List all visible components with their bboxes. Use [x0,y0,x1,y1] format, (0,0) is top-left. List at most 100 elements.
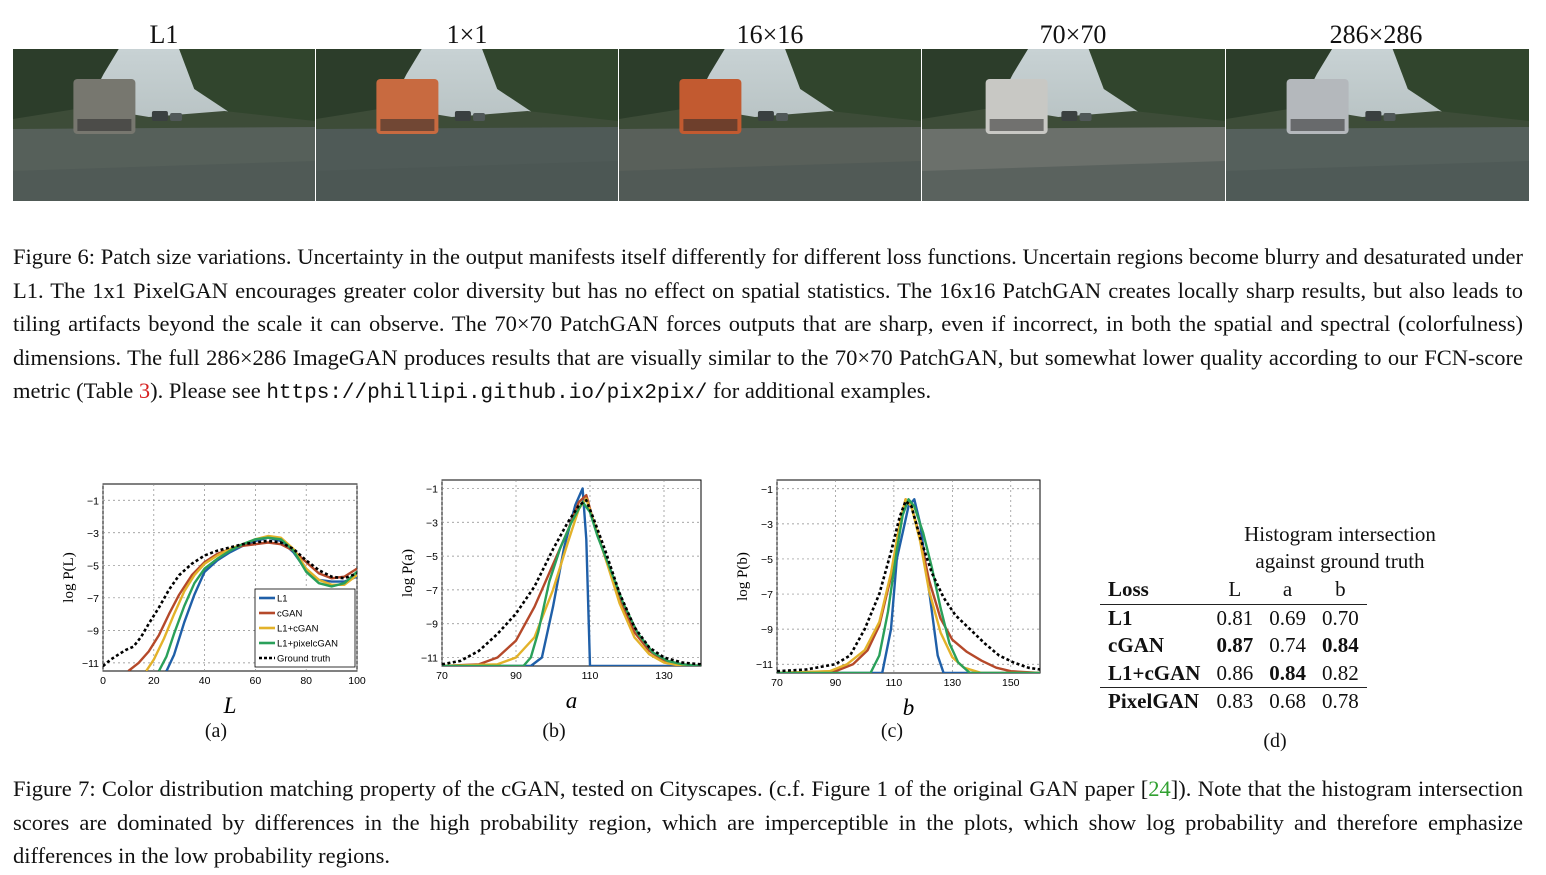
row-loss: L1 [1108,605,1133,630]
cell-l: 0.83 [1216,689,1254,714]
cell-b: 0.78 [1321,689,1359,714]
x-axis-label: a [566,688,578,713]
x-tick-label: 90 [830,677,842,689]
chart-b: 70 90 110 130 −1 −3 −5 −7 −9 −11 a log P(a) [400,479,702,713]
fig6-label-286x286: 286×286 [1329,20,1423,49]
table-row: L1 0.81 0.69 0.70 [1100,604,1367,632]
x-axis-label: L [223,693,237,718]
legend-label: L1 [277,594,288,605]
fig7-caption-text: Figure 7: Color distribution matching pr… [13,776,1149,801]
fig6-photo-5 [1226,49,1529,201]
fig6-label-1x1: 1×1 [446,20,488,49]
y-tick-label: −11 [756,659,773,671]
fig7-caption: Figure 7: Color distribution matching pr… [13,772,1523,873]
y-tick-label: −11 [421,653,438,665]
y-tick-label: −7 [761,589,773,601]
col-loss: Loss [1108,577,1149,602]
y-axis-label: log P(b) [735,552,751,601]
col-l: L [1228,577,1242,602]
fig6-photo-1 [13,49,315,201]
citation-24-link[interactable]: 24 [1148,776,1171,801]
series-line-ground-truth [777,499,1040,673]
x-tick-label: 110 [886,677,903,689]
sublabel-c: (c) [880,720,904,742]
sublabel-d: (d) [1263,730,1287,752]
y-axis-label: log P(a) [400,549,416,597]
y-tick-label: −7 [87,593,99,605]
sublabel-b: (b) [542,720,566,742]
series-line-l1-pixelcgan [157,536,357,671]
y-tick-label: −1 [87,495,99,507]
fig6-photo-2 [316,49,618,201]
cell-a: 0.68 [1269,689,1306,714]
table-row: cGAN 0.87 0.74 0.84 [1100,632,1367,660]
x-tick-label: 0 [100,675,106,687]
col-a: a [1282,577,1293,602]
y-tick-label: −9 [426,619,438,631]
y-tick-label: −7 [426,585,438,597]
x-tick-label: 40 [199,675,211,687]
x-axis-label: b [903,695,915,718]
row-loss: L1+cGAN [1108,660,1201,685]
fig6-caption-mid: ). Please see [150,378,267,403]
x-tick-label: 20 [148,675,160,687]
chart-c: 70 90 110 130 150 −1 −3 −5 −7 −9 −11 b log P(b) [735,479,1041,718]
sublabel-a: (a) [204,720,228,742]
fig6-label-l1: L1 [149,20,179,49]
y-tick-label: −9 [87,625,99,637]
cell-l: 0.86 [1216,660,1254,685]
x-tick-label: 150 [1002,677,1020,689]
y-axis-label: log P(L) [61,552,77,602]
table-ref-link[interactable]: 3 [138,378,151,403]
row-loss: cGAN [1108,633,1164,658]
series-line-ground-truth [103,539,357,668]
y-tick-label: −5 [761,554,773,566]
legend-label: cGAN [277,609,302,620]
x-tick-label: 130 [655,670,673,682]
row-loss: PixelGAN [1108,689,1199,714]
legend-label: L1+pixelcGAN [277,639,338,650]
fig6-caption-end: for additional examples. [707,378,932,403]
y-tick-label: −5 [426,551,438,563]
x-tick-label: 70 [771,677,783,689]
series-line-ground-truth [442,499,701,666]
series-line-l1 [777,498,1040,673]
x-tick-label: 80 [300,675,312,687]
x-tick-label: 90 [510,670,522,682]
col-b: b [1335,577,1346,602]
fig6-photo-4 [922,49,1225,201]
y-tick-label: −3 [87,528,99,540]
series-line-l1-pixelcgan [777,498,1040,673]
fig6-label-16x16: 16×16 [736,20,804,49]
cell-l: 0.81 [1216,605,1254,630]
y-tick-label: −3 [426,517,438,529]
y-tick-label: −1 [761,484,773,496]
cell-b: 0.70 [1321,605,1359,630]
x-tick-label: 70 [436,670,448,682]
y-tick-label: −11 [82,658,99,670]
fig6-label-70x70: 70×70 [1039,20,1107,49]
y-tick-label: −1 [426,483,438,495]
table-title-line1: Histogram intersection [1244,522,1436,546]
x-tick-label: 60 [250,675,262,687]
cell-a: 0.69 [1269,605,1306,630]
x-tick-label: 130 [944,677,962,689]
pix2pix-url-link[interactable]: https://phillipi.github.io/pix2pix/ [266,382,708,405]
cell-b: 0.84 [1321,633,1359,658]
plot-frame [441,479,702,667]
legend-label: L1+cGAN [277,624,319,635]
legend-label: Ground truth [277,654,330,665]
fig6-photo-3 [619,49,921,201]
cell-l: 0.87 [1216,633,1254,658]
series-line-l1 [442,487,701,666]
x-tick-label: 100 [348,675,366,687]
cell-a: 0.74 [1269,633,1306,658]
x-tick-label: 110 [582,670,599,682]
y-tick-label: −9 [761,624,773,636]
cell-a: 0.84 [1269,660,1306,685]
table-title-line2: against ground truth [1255,549,1425,573]
fig6-caption: Figure 6: Patch size variations. Uncerta… [13,240,1523,411]
y-tick-label: −3 [761,519,773,531]
fig7-caption-end: ]). Note that the histogram intersection… [13,776,1523,868]
